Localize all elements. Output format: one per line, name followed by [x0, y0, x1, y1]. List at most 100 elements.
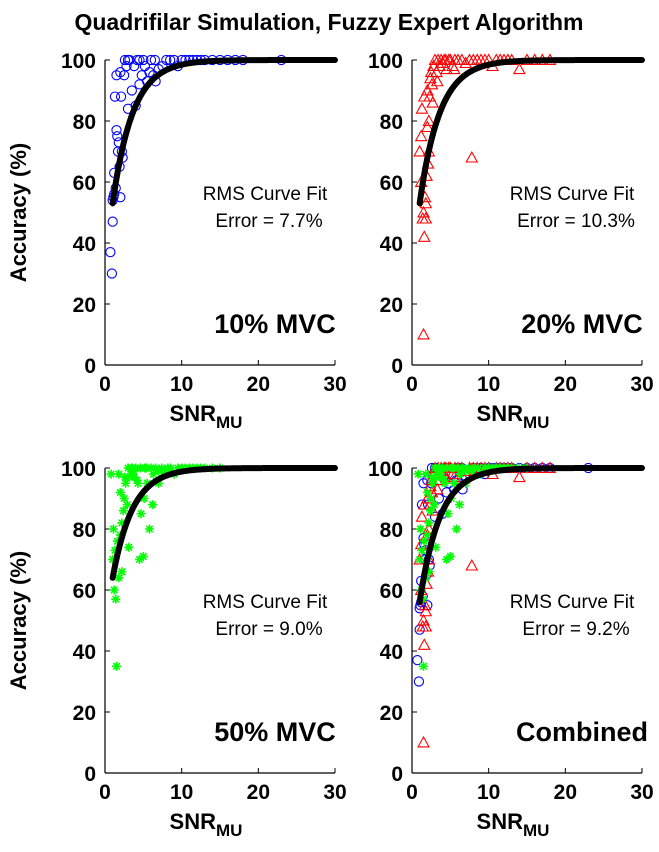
y-axis-label: Accuracy (%) — [6, 551, 31, 690]
data-point — [419, 536, 429, 546]
data-point — [128, 60, 140, 72]
annotation-line-2: Error = 9.2% — [522, 619, 629, 640]
panel-label: 50% MVC — [214, 717, 336, 747]
data-point — [112, 661, 121, 671]
data-point — [145, 54, 157, 66]
data-point — [434, 463, 444, 473]
data-point — [461, 466, 471, 476]
data-point — [110, 545, 120, 555]
data-point — [425, 506, 435, 516]
data-point — [473, 463, 483, 473]
data-point — [432, 472, 442, 482]
data-point — [112, 536, 122, 546]
data-point — [166, 463, 176, 473]
data-point — [144, 524, 154, 534]
annotation-line-1: RMS Curve Fit — [203, 184, 328, 205]
data-point — [420, 120, 434, 133]
data-point — [141, 463, 151, 473]
data-point — [149, 54, 160, 66]
data-point — [419, 196, 433, 209]
y-tick-label: 20 — [380, 294, 403, 317]
annotation-line-2: Error = 9.0% — [215, 619, 322, 640]
y-tick-label: 20 — [73, 294, 96, 317]
data-point — [165, 54, 176, 66]
data-point — [465, 558, 479, 571]
data-point — [114, 573, 124, 583]
data-point — [442, 463, 452, 473]
x-axis-label: SNRMU — [170, 809, 243, 840]
data-point — [117, 567, 127, 577]
y-tick-label: 80 — [73, 519, 96, 542]
data-point — [413, 676, 425, 687]
data-point — [121, 60, 132, 72]
panel-1: 0 10 20 30 0 20 40 60 80 100 SNRMU RMS Curve Fit Err… — [368, 50, 654, 432]
series-asterisk — [413, 463, 532, 671]
data-point — [144, 67, 155, 78]
data-point — [418, 478, 429, 489]
data-point — [107, 216, 118, 227]
y-tick-label: 80 — [380, 111, 403, 134]
data-point — [119, 494, 129, 503]
x-tick-label: 30 — [630, 373, 653, 396]
y-tick-label: 60 — [380, 172, 403, 195]
x-tick-label: 0 — [406, 781, 418, 804]
y-tick-label: 60 — [73, 172, 96, 195]
data-point — [126, 85, 137, 96]
y-tick-label: 60 — [380, 580, 403, 603]
x-axis-label: SNRMU — [477, 809, 550, 840]
data-point — [422, 530, 432, 540]
annotation-line-1: RMS Curve Fit — [510, 184, 635, 205]
data-point — [443, 509, 453, 519]
data-point — [121, 478, 131, 488]
data-point — [135, 555, 144, 564]
data-point — [421, 469, 431, 479]
data-point — [427, 59, 440, 72]
fit-curve — [109, 57, 338, 207]
x-tick-label: 30 — [323, 781, 346, 804]
y-tick-label: 80 — [380, 519, 403, 542]
y-tick-label: 40 — [73, 641, 96, 664]
data-point — [413, 144, 427, 157]
x-tick-label: 0 — [99, 373, 111, 396]
data-point — [422, 114, 436, 126]
y-tick-label: 80 — [73, 111, 96, 134]
data-point — [111, 70, 122, 81]
data-point — [448, 463, 458, 473]
x-tick-label: 10 — [477, 781, 500, 804]
data-point — [127, 463, 137, 473]
x-tick-label: 10 — [170, 781, 193, 804]
data-point — [138, 551, 148, 561]
data-point — [148, 469, 158, 479]
data-point — [416, 211, 430, 224]
data-point — [108, 555, 118, 564]
data-point — [415, 510, 429, 522]
data-point — [430, 65, 443, 78]
data-point — [161, 54, 172, 66]
data-point — [440, 62, 453, 75]
data-point — [431, 542, 441, 552]
data-point — [122, 500, 132, 510]
data-point — [453, 463, 463, 473]
x-tick-label: 20 — [247, 781, 270, 804]
data-point — [416, 619, 430, 632]
data-point — [134, 79, 145, 90]
data-point — [440, 478, 450, 488]
data-point — [424, 567, 434, 577]
data-point — [108, 524, 118, 534]
data-point — [418, 598, 432, 611]
data-point — [111, 594, 121, 604]
data-point — [124, 542, 134, 552]
data-point — [512, 470, 526, 483]
annotation-line-2: Error = 7.7% — [215, 211, 322, 232]
x-tick-label: 20 — [554, 373, 577, 396]
data-point — [424, 518, 434, 528]
fit-curve — [416, 57, 645, 207]
data-point — [470, 53, 484, 65]
data-point — [455, 500, 465, 510]
x-tick-label: 20 — [554, 781, 577, 804]
data-point — [413, 469, 423, 479]
data-point — [112, 131, 123, 142]
data-point — [105, 246, 116, 258]
y-tick-label: 60 — [73, 580, 96, 603]
